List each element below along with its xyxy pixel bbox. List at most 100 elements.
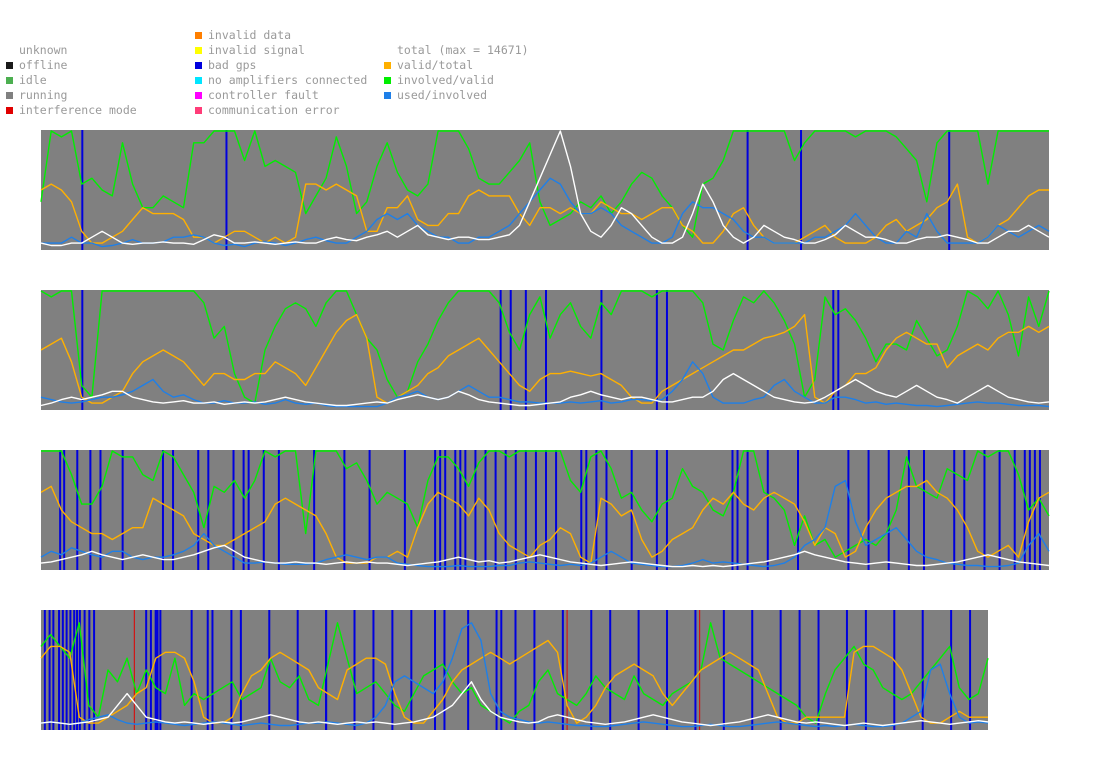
bad-gps-band — [277, 450, 280, 570]
bad-gps-band — [887, 450, 890, 570]
bad-gps-band — [403, 450, 406, 570]
legend-label: running — [19, 88, 68, 102]
bad-gps-band — [963, 450, 966, 570]
bad-gps-band — [1038, 450, 1041, 570]
bad-gps-band — [242, 450, 245, 570]
legend-label: interference mode — [19, 103, 137, 117]
series-valid-total-line — [40, 639, 988, 724]
bad-gps-band — [1028, 450, 1031, 570]
legend-swatch — [195, 107, 202, 114]
bad-gps-band — [121, 450, 124, 570]
bad-gps-band — [61, 610, 64, 730]
bad-gps-band — [893, 610, 896, 730]
bad-gps-band — [864, 610, 867, 730]
bad-gps-band — [500, 610, 503, 730]
bad-gps-band — [368, 450, 371, 570]
series-valid-total-line — [40, 479, 1050, 564]
legend-label: offline — [19, 58, 68, 72]
legend-item: involved/valid — [384, 73, 529, 88]
series-valid-total-line — [40, 313, 1050, 404]
bad-gps-band — [605, 450, 608, 570]
bad-gps-band — [600, 290, 603, 410]
bad-gps-band — [694, 610, 697, 730]
bad-gps-band — [439, 450, 442, 570]
legend-item: interference mode — [6, 103, 137, 118]
bad-gps-band — [88, 610, 91, 730]
bad-gps-band — [149, 610, 152, 730]
bad-gps-band — [655, 450, 658, 570]
bad-gps-band — [722, 610, 725, 730]
legend-item: invalid data — [195, 28, 367, 43]
legend-label: no amplifiers connected — [208, 73, 368, 87]
legend-series-column: total (max = 14671) valid/total involved/v… — [384, 28, 529, 103]
series-total-line — [40, 544, 1050, 568]
bad-gps-band — [504, 450, 507, 570]
bad-gps-band — [156, 610, 159, 730]
bad-gps-band — [154, 610, 157, 730]
legend-swatch — [6, 77, 13, 84]
legend-label: communication error — [208, 103, 340, 117]
bad-gps-band — [296, 610, 299, 730]
bad-gps-band — [534, 450, 537, 570]
bad-gps-band — [580, 450, 583, 570]
bad-gps-band — [454, 450, 457, 570]
series-involved-valid-line — [40, 290, 1050, 404]
bad-gps-band — [766, 450, 769, 570]
bad-gps-band — [372, 610, 375, 730]
bad-gps-band — [230, 610, 233, 730]
bad-gps-band — [467, 610, 470, 730]
bad-gps-band — [665, 290, 668, 410]
bad-gps-band — [731, 450, 734, 570]
bad-gps-band — [206, 610, 209, 730]
legend-status-column-2: invalid data invalid signal bad gps no ampl… — [195, 28, 367, 118]
interference-band — [566, 610, 568, 730]
bad-gps-band — [495, 610, 498, 730]
bad-gps-band — [78, 610, 81, 730]
bad-gps-band — [1023, 450, 1026, 570]
bad-gps-band — [494, 450, 497, 570]
legend-swatch — [195, 47, 202, 54]
bad-gps-band — [65, 610, 68, 730]
bad-gps-band — [545, 290, 547, 410]
legend-item: invalid signal — [195, 43, 367, 58]
bad-gps-band — [58, 610, 61, 730]
bad-gps-band — [665, 450, 668, 570]
bad-gps-band — [48, 610, 51, 730]
bad-gps-band — [474, 450, 477, 570]
legend-item: used/involved — [384, 88, 529, 103]
bad-gps-band — [459, 450, 462, 570]
legend-swatch — [384, 77, 391, 84]
bad-gps-band — [779, 610, 782, 730]
bad-gps-band — [1013, 450, 1016, 570]
panel-background-running — [41, 130, 1049, 250]
legend-item: bad gps — [195, 58, 367, 73]
bad-gps-band — [225, 130, 228, 250]
bad-gps-band — [524, 290, 527, 410]
legend-swatch — [195, 32, 202, 39]
legend-swatch — [384, 92, 391, 99]
legend-label: valid/total — [397, 58, 474, 72]
bad-gps-band — [1033, 450, 1036, 570]
bad-gps-band — [817, 610, 820, 730]
legend-swatch — [6, 62, 13, 69]
bad-gps-band — [76, 610, 79, 730]
bad-gps-band — [76, 450, 79, 570]
legend-label: involved/valid — [397, 73, 494, 87]
bad-gps-band — [953, 450, 956, 570]
bad-gps-band — [391, 610, 394, 730]
bad-gps-band — [161, 450, 164, 570]
bad-gps-band — [262, 450, 265, 570]
bad-gps-band — [211, 610, 214, 730]
legend-label: used/involved — [397, 88, 488, 102]
legend-label: invalid data — [208, 28, 292, 42]
bad-gps-band — [950, 610, 953, 730]
legend-item: communication error — [195, 103, 367, 118]
bad-gps-band — [595, 450, 598, 570]
legend-swatch — [6, 107, 13, 114]
bad-gps-band — [907, 450, 910, 570]
bad-gps-band — [666, 610, 669, 730]
bad-gps-band — [847, 450, 850, 570]
legend-item: valid/total — [384, 58, 529, 73]
series-used-involved-line — [40, 479, 1050, 568]
